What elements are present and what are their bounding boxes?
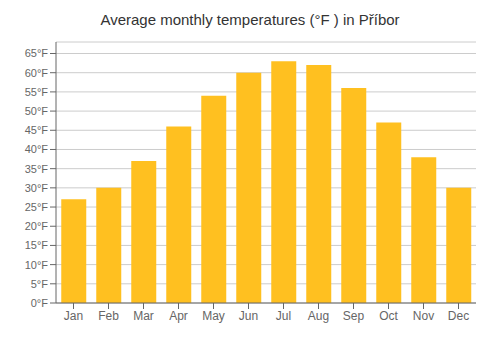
svg-text:Dec: Dec — [448, 309, 469, 323]
svg-text:0°F: 0°F — [31, 297, 49, 309]
svg-text:35°F: 35°F — [25, 163, 49, 175]
svg-text:Jun: Jun — [239, 309, 258, 323]
svg-text:5°F: 5°F — [31, 278, 49, 290]
svg-text:45°F: 45°F — [25, 124, 49, 136]
svg-text:Jul: Jul — [276, 309, 291, 323]
svg-text:50°F: 50°F — [25, 105, 49, 117]
svg-text:10°F: 10°F — [25, 259, 49, 271]
svg-text:Nov: Nov — [413, 309, 434, 323]
svg-text:20°F: 20°F — [25, 220, 49, 232]
svg-text:30°F: 30°F — [25, 182, 49, 194]
svg-text:Jan: Jan — [64, 309, 83, 323]
svg-text:Mar: Mar — [133, 309, 154, 323]
svg-text:Aug: Aug — [308, 309, 329, 323]
svg-text:Sep: Sep — [343, 309, 365, 323]
svg-text:Apr: Apr — [169, 309, 188, 323]
svg-text:Oct: Oct — [379, 309, 398, 323]
svg-text:65°F: 65°F — [25, 47, 49, 59]
svg-text:40°F: 40°F — [25, 143, 49, 155]
svg-text:May: May — [202, 309, 225, 323]
svg-text:60°F: 60°F — [25, 67, 49, 79]
svg-text:55°F: 55°F — [25, 86, 49, 98]
html-text:Average monthly temperatures (: Average monthly temperatures (°F ) in Př… — [100, 11, 400, 28]
svg-text:25°F: 25°F — [25, 201, 49, 213]
svg-text:Feb: Feb — [98, 309, 119, 323]
svg-text:15°F: 15°F — [25, 239, 49, 251]
